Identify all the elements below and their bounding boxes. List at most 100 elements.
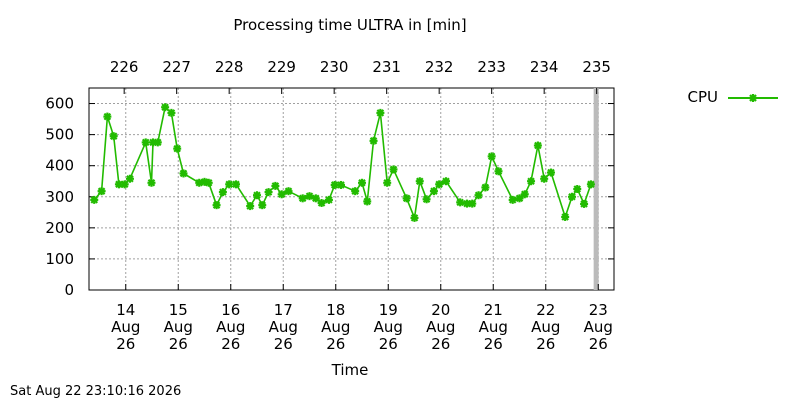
data-point	[520, 190, 529, 199]
timestamp: Sat Aug 22 23:10:16 2026	[10, 384, 181, 399]
data-point	[253, 191, 261, 200]
data-point	[125, 174, 134, 183]
data-point	[337, 180, 345, 189]
data-point	[258, 201, 267, 210]
data-point	[749, 94, 757, 102]
x2-axis: 226 227 228 229 230 231 232 233 234 235	[110, 58, 611, 94]
data-point	[369, 136, 378, 145]
data-point	[474, 191, 483, 200]
data-point	[527, 177, 536, 186]
x-tick-label: Aug	[321, 318, 350, 336]
x-tick-label: 26	[536, 335, 555, 353]
x-tick-label: Aug	[164, 318, 193, 336]
data-point	[277, 190, 286, 199]
data-point	[218, 188, 227, 197]
y-tick-label: 300	[45, 188, 74, 206]
data-point	[508, 195, 517, 204]
x-tick-label: 15	[169, 301, 188, 319]
x-tick-label: Aug	[584, 318, 613, 336]
plot-frame	[88, 87, 615, 291]
data-point	[173, 144, 182, 153]
data-point	[568, 192, 576, 201]
data-point	[533, 141, 542, 150]
data-point	[271, 181, 280, 190]
x-tick-label: 19	[379, 301, 398, 319]
current-time-marker	[593, 88, 599, 290]
x2-tick-label: 227	[162, 58, 191, 76]
legend-entry-cpu: CPU	[688, 88, 719, 106]
x-tick-label: 26	[221, 335, 240, 353]
data-point	[103, 112, 112, 121]
x-tick-label: Aug	[479, 318, 508, 336]
data-point	[324, 195, 333, 204]
x-tick-label: Aug	[426, 318, 455, 336]
data-point	[429, 187, 438, 196]
data-point	[573, 185, 582, 193]
x-tick-label: 17	[274, 301, 293, 319]
data-point	[547, 168, 555, 177]
data-point	[468, 199, 477, 208]
y-tick-label: 400	[45, 157, 74, 175]
legend-marker	[749, 94, 757, 102]
data-point	[317, 198, 326, 207]
data-point	[147, 178, 156, 187]
data-point	[246, 202, 255, 211]
x-tick-label: 26	[274, 335, 293, 353]
y-tick-label: 500	[45, 126, 74, 144]
x2-tick-label: 228	[215, 58, 244, 76]
data-point	[284, 187, 293, 196]
data-point	[442, 177, 450, 186]
x-axis: 14Aug2615Aug2616Aug2617Aug2618Aug2619Aug…	[111, 284, 613, 353]
x-tick-label: 21	[484, 301, 503, 319]
x2-tick-label: 232	[425, 58, 454, 76]
data-point	[383, 178, 392, 187]
y-tick-label: 0	[64, 281, 74, 299]
x-tick-label: Aug	[216, 318, 245, 336]
data-point	[376, 108, 385, 117]
data-point	[141, 138, 150, 147]
data-point	[109, 132, 118, 141]
data-point	[561, 212, 570, 221]
data-point	[389, 165, 398, 174]
chart-title: Processing time ULTRA in [min]	[233, 16, 466, 34]
series-line-cpu	[93, 106, 592, 219]
x-tick-label: 26	[116, 335, 135, 353]
x-tick-label: 16	[221, 301, 240, 319]
x-tick-label: 26	[379, 335, 398, 353]
data-point	[90, 195, 99, 204]
data-point	[415, 177, 424, 186]
y-tick-label: 100	[45, 250, 74, 268]
y-axis: 0 100 200 300 400 500 600	[45, 95, 614, 299]
x-tick-label: 26	[326, 335, 345, 353]
data-point	[351, 187, 360, 196]
data-point	[540, 174, 549, 183]
data-point	[435, 180, 444, 189]
data-point	[456, 198, 465, 207]
data-point	[264, 188, 273, 197]
data-point	[153, 138, 162, 147]
series-layer	[90, 103, 595, 222]
x2-tick-label: 230	[320, 58, 349, 76]
x-tick-label: Aug	[531, 318, 560, 336]
x2-tick-label: 233	[477, 58, 506, 76]
data-point	[161, 103, 170, 112]
data-point	[410, 213, 419, 222]
data-point	[225, 180, 234, 189]
data-point	[97, 187, 106, 196]
x-tick-label: Aug	[374, 318, 403, 336]
data-point	[120, 180, 129, 189]
data-point	[167, 108, 176, 117]
data-point	[402, 194, 411, 203]
y-tick-label: 200	[45, 219, 74, 237]
data-point	[494, 167, 503, 176]
x-tick-label: 26	[589, 335, 608, 353]
data-point	[580, 199, 589, 208]
data-point	[212, 201, 221, 210]
data-point	[487, 152, 496, 161]
x-tick-label: 26	[169, 335, 188, 353]
x-tick-label: 14	[116, 301, 135, 319]
x2-tick-label: 235	[582, 58, 611, 76]
data-point	[298, 194, 307, 203]
data-point	[232, 180, 240, 189]
